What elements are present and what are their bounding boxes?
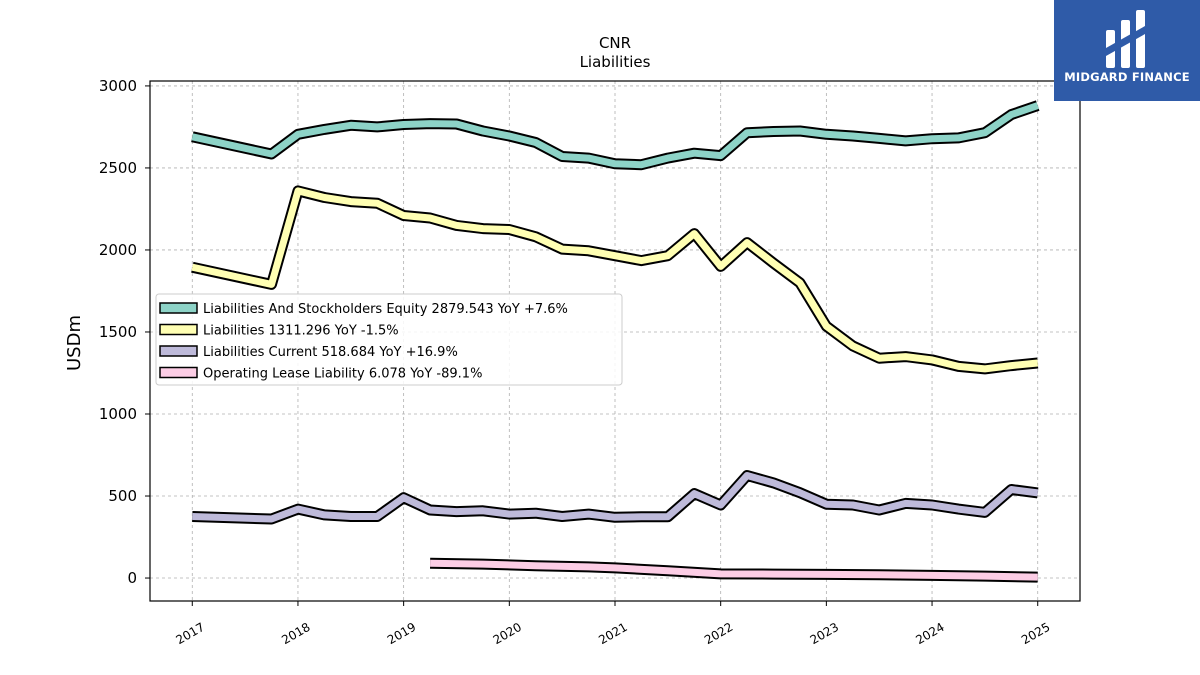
y-tick-label: 1000 [99,405,137,423]
chart-title: CNR [599,34,631,52]
series-line [192,472,1039,523]
y-tick-label: 3000 [99,77,137,95]
y-tick-label: 0 [127,569,137,587]
series-lines [191,100,1040,583]
y-tick-label: 2000 [99,241,137,259]
x-tick-label: 2024 [913,620,946,647]
legend-swatch [159,345,198,357]
legend-label: Liabilities 1311.296 YoY -1.5% [203,324,399,339]
x-tick-label: 2023 [808,620,841,647]
x-tick-label: 2025 [1019,620,1052,647]
brand-logo: MIDGARD FINANCE [1054,0,1200,101]
x-tick-label: 2018 [279,620,312,647]
logo-text: MIDGARD FINANCE [1064,70,1190,84]
legend-label: Liabilities Current 518.684 YoY +16.9% [203,345,458,360]
legend-label: Liabilities And Stockholders Equity 2879… [203,302,568,317]
series-0 [191,100,1040,171]
series-2 [192,470,1039,525]
x-tick-label: 2017 [174,620,207,647]
x-tick-label: 2019 [385,620,418,647]
y-tick-label: 1500 [99,323,137,341]
series-3 [430,557,1038,583]
series-line [191,102,1039,169]
series-line [430,559,1038,581]
legend-label: Operating Lease Liability 6.078 YoY -89.… [203,367,482,382]
legend-swatch [159,302,198,314]
legend-swatch [159,366,198,379]
legend: Liabilities And Stockholders Equity 2879… [155,293,623,386]
x-tick-label: 2020 [491,620,524,647]
y-tick-label: 500 [108,487,137,505]
series-line [191,187,1039,373]
midgard-logo-icon [1106,10,1145,68]
y-tick-label: 2500 [99,159,137,177]
legend-box [155,293,623,386]
legend-swatch [159,323,198,336]
chart-subtitle: Liabilities [580,53,651,71]
y-axis-label: USDm [64,315,85,371]
series-1 [191,185,1039,375]
x-tick-label: 2021 [596,620,629,647]
x-tick-label: 2022 [702,620,735,647]
